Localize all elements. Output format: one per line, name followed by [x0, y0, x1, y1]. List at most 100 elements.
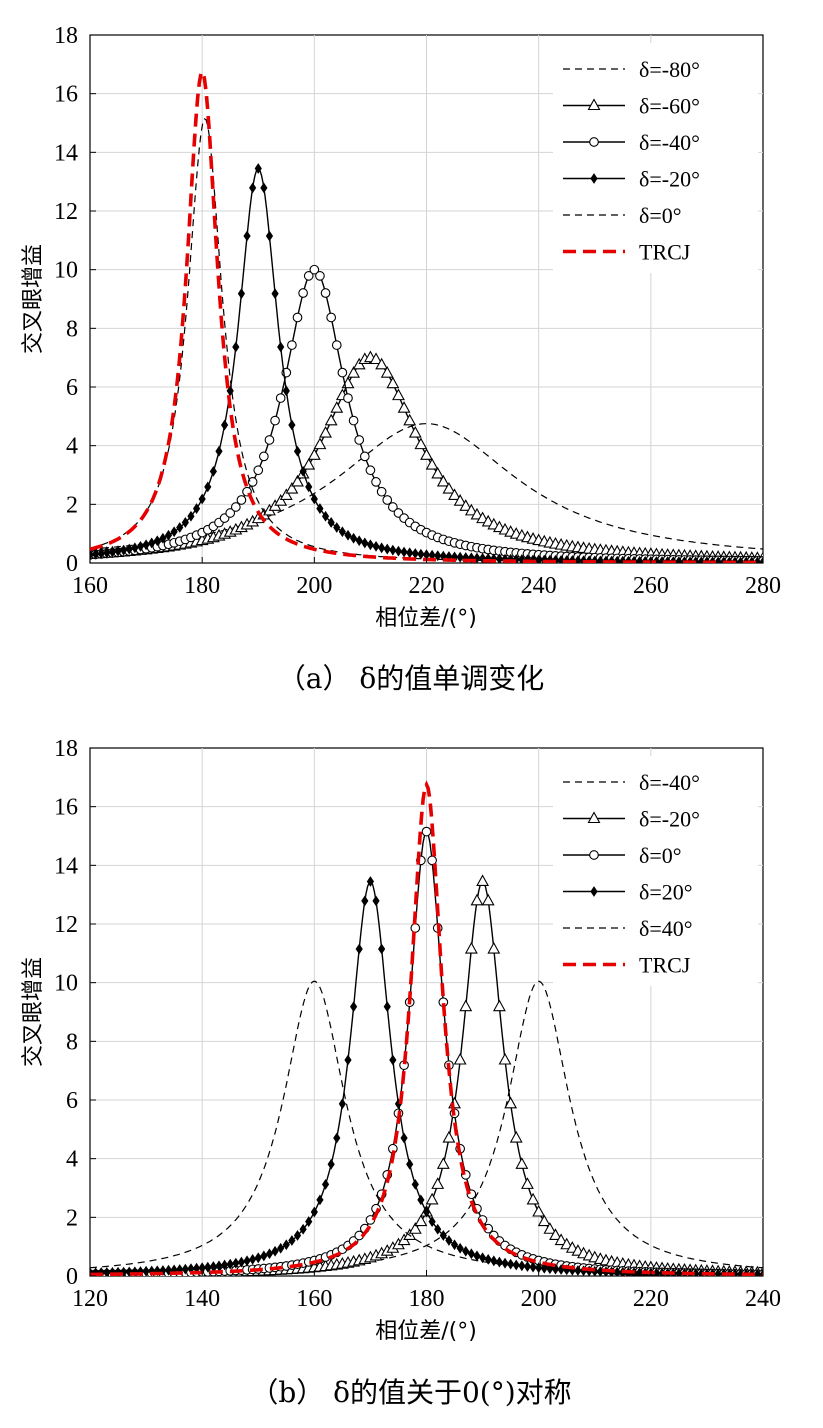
data-point-marker: [254, 163, 262, 174]
data-point-marker: [316, 1194, 324, 1206]
data-point-marker: [343, 393, 353, 403]
data-point-marker: [487, 941, 501, 954]
data-point-marker: [243, 1255, 251, 1267]
data-point-marker: [411, 1178, 419, 1190]
data-point-marker: [215, 445, 223, 457]
data-point-marker: [321, 1178, 330, 1190]
data-point-marker: [220, 419, 229, 431]
data-point-marker: [114, 545, 122, 557]
data-point-marker: [253, 465, 264, 476]
legend-item-b-0: δ=-40°: [563, 770, 700, 795]
data-point-marker: [282, 385, 290, 397]
y-tick-label-a: 14: [54, 140, 78, 166]
data-point-marker: [287, 340, 297, 350]
data-point-marker: [271, 1245, 279, 1257]
data-point-marker: [347, 366, 361, 378]
data-point-marker: [759, 556, 763, 563]
legend-item-b-4: δ=40°: [563, 916, 693, 941]
data-point-marker: [408, 425, 422, 438]
data-point-marker: [305, 481, 313, 493]
data-point-marker: [397, 401, 411, 413]
data-point-marker: [321, 510, 330, 522]
x-tick-label-a: 220: [409, 573, 445, 599]
data-point-marker: [361, 895, 369, 907]
data-point-marker: [170, 526, 178, 538]
data-point-marker: [236, 495, 247, 505]
data-point-marker: [481, 893, 495, 906]
legend-marker: [587, 98, 601, 111]
y-tick-label-a: 4: [66, 434, 78, 460]
data-point-marker: [467, 1248, 475, 1260]
data-point-marker: [254, 1252, 262, 1264]
data-point-marker: [120, 544, 128, 556]
data-point-marker: [378, 542, 386, 554]
data-point-marker: [305, 1216, 313, 1227]
data-point-marker: [697, 556, 705, 563]
legend-item-b-3: δ=20°: [563, 880, 693, 905]
data-point-marker: [288, 419, 296, 431]
data-point-marker: [365, 465, 376, 476]
legend-marker: [590, 173, 598, 184]
data-point-marker: [232, 1257, 240, 1269]
data-point-marker: [315, 271, 325, 281]
data-point-marker: [526, 1192, 540, 1205]
data-point-marker: [187, 510, 195, 522]
chart-panel-a: 160 180 200 220 240 260 280 0 2 4 6 8 10 12 14 16 18 δ=-…: [21, 23, 781, 695]
data-point-marker: [103, 547, 111, 559]
y-tick-label-b: 4: [66, 1147, 78, 1173]
data-point-marker: [198, 493, 206, 505]
data-point-marker: [386, 376, 400, 389]
legend-marker: [589, 850, 599, 860]
data-point-marker: [464, 503, 478, 516]
data-point-marker: [333, 522, 341, 533]
data-point-marker: [299, 1223, 307, 1235]
data-point-marker: [209, 465, 217, 477]
data-point-marker: [303, 271, 314, 281]
data-point-marker: [532, 1204, 546, 1217]
data-point-marker: [425, 1192, 439, 1205]
legend-item-b-5: TRCJ: [563, 953, 691, 978]
data-point-marker: [302, 457, 316, 470]
data-point-marker: [476, 874, 490, 887]
data-point-marker: [410, 923, 421, 933]
data-point-marker: [237, 1256, 246, 1268]
data-point-marker: [337, 367, 348, 378]
x-tick-label-b: 120: [72, 1286, 108, 1312]
y-tick-label-a: 0: [66, 551, 78, 577]
data-point-marker: [293, 445, 302, 457]
x-tick-label-a: 160: [72, 573, 108, 599]
data-point-marker: [549, 1228, 562, 1240]
data-point-marker: [434, 1223, 442, 1235]
data-point-marker: [348, 415, 359, 426]
data-point-marker: [316, 503, 324, 514]
data-point-marker: [400, 1132, 408, 1144]
data-point-marker: [97, 548, 105, 559]
data-point-marker: [436, 474, 450, 487]
data-point-marker: [204, 1261, 212, 1273]
data-point-marker: [509, 1130, 523, 1143]
y-axis-label-b: 交叉眼增益: [21, 957, 46, 1067]
data-point-marker: [560, 1237, 574, 1250]
y-tick-label-b: 2: [66, 1205, 78, 1231]
y-tick-label-b: 14: [54, 853, 78, 879]
legend-item-a-2: δ=-40°: [563, 130, 700, 155]
data-point-marker: [265, 1248, 274, 1260]
data-point-marker: [338, 1098, 346, 1110]
data-point-marker: [470, 507, 484, 520]
data-point-marker: [456, 1242, 464, 1254]
data-point-marker: [428, 1216, 436, 1227]
caption-a: （a） δ的值单调变化: [278, 662, 544, 695]
data-point-marker: [292, 312, 303, 323]
x-tick-label-b: 240: [745, 1286, 781, 1312]
data-point-marker: [142, 1265, 150, 1276]
data-point-marker: [442, 1130, 456, 1143]
data-point-marker: [108, 546, 117, 558]
data-point-marker: [285, 481, 299, 494]
data-point-marker: [319, 425, 332, 438]
data-point-marker: [537, 1214, 551, 1227]
legend-label: δ=-60°: [639, 94, 700, 119]
data-point-marker: [338, 526, 346, 538]
data-point-marker: [299, 465, 307, 477]
legend-item-a-0: δ=-80°: [563, 57, 700, 82]
data-point-marker: [515, 1157, 529, 1169]
